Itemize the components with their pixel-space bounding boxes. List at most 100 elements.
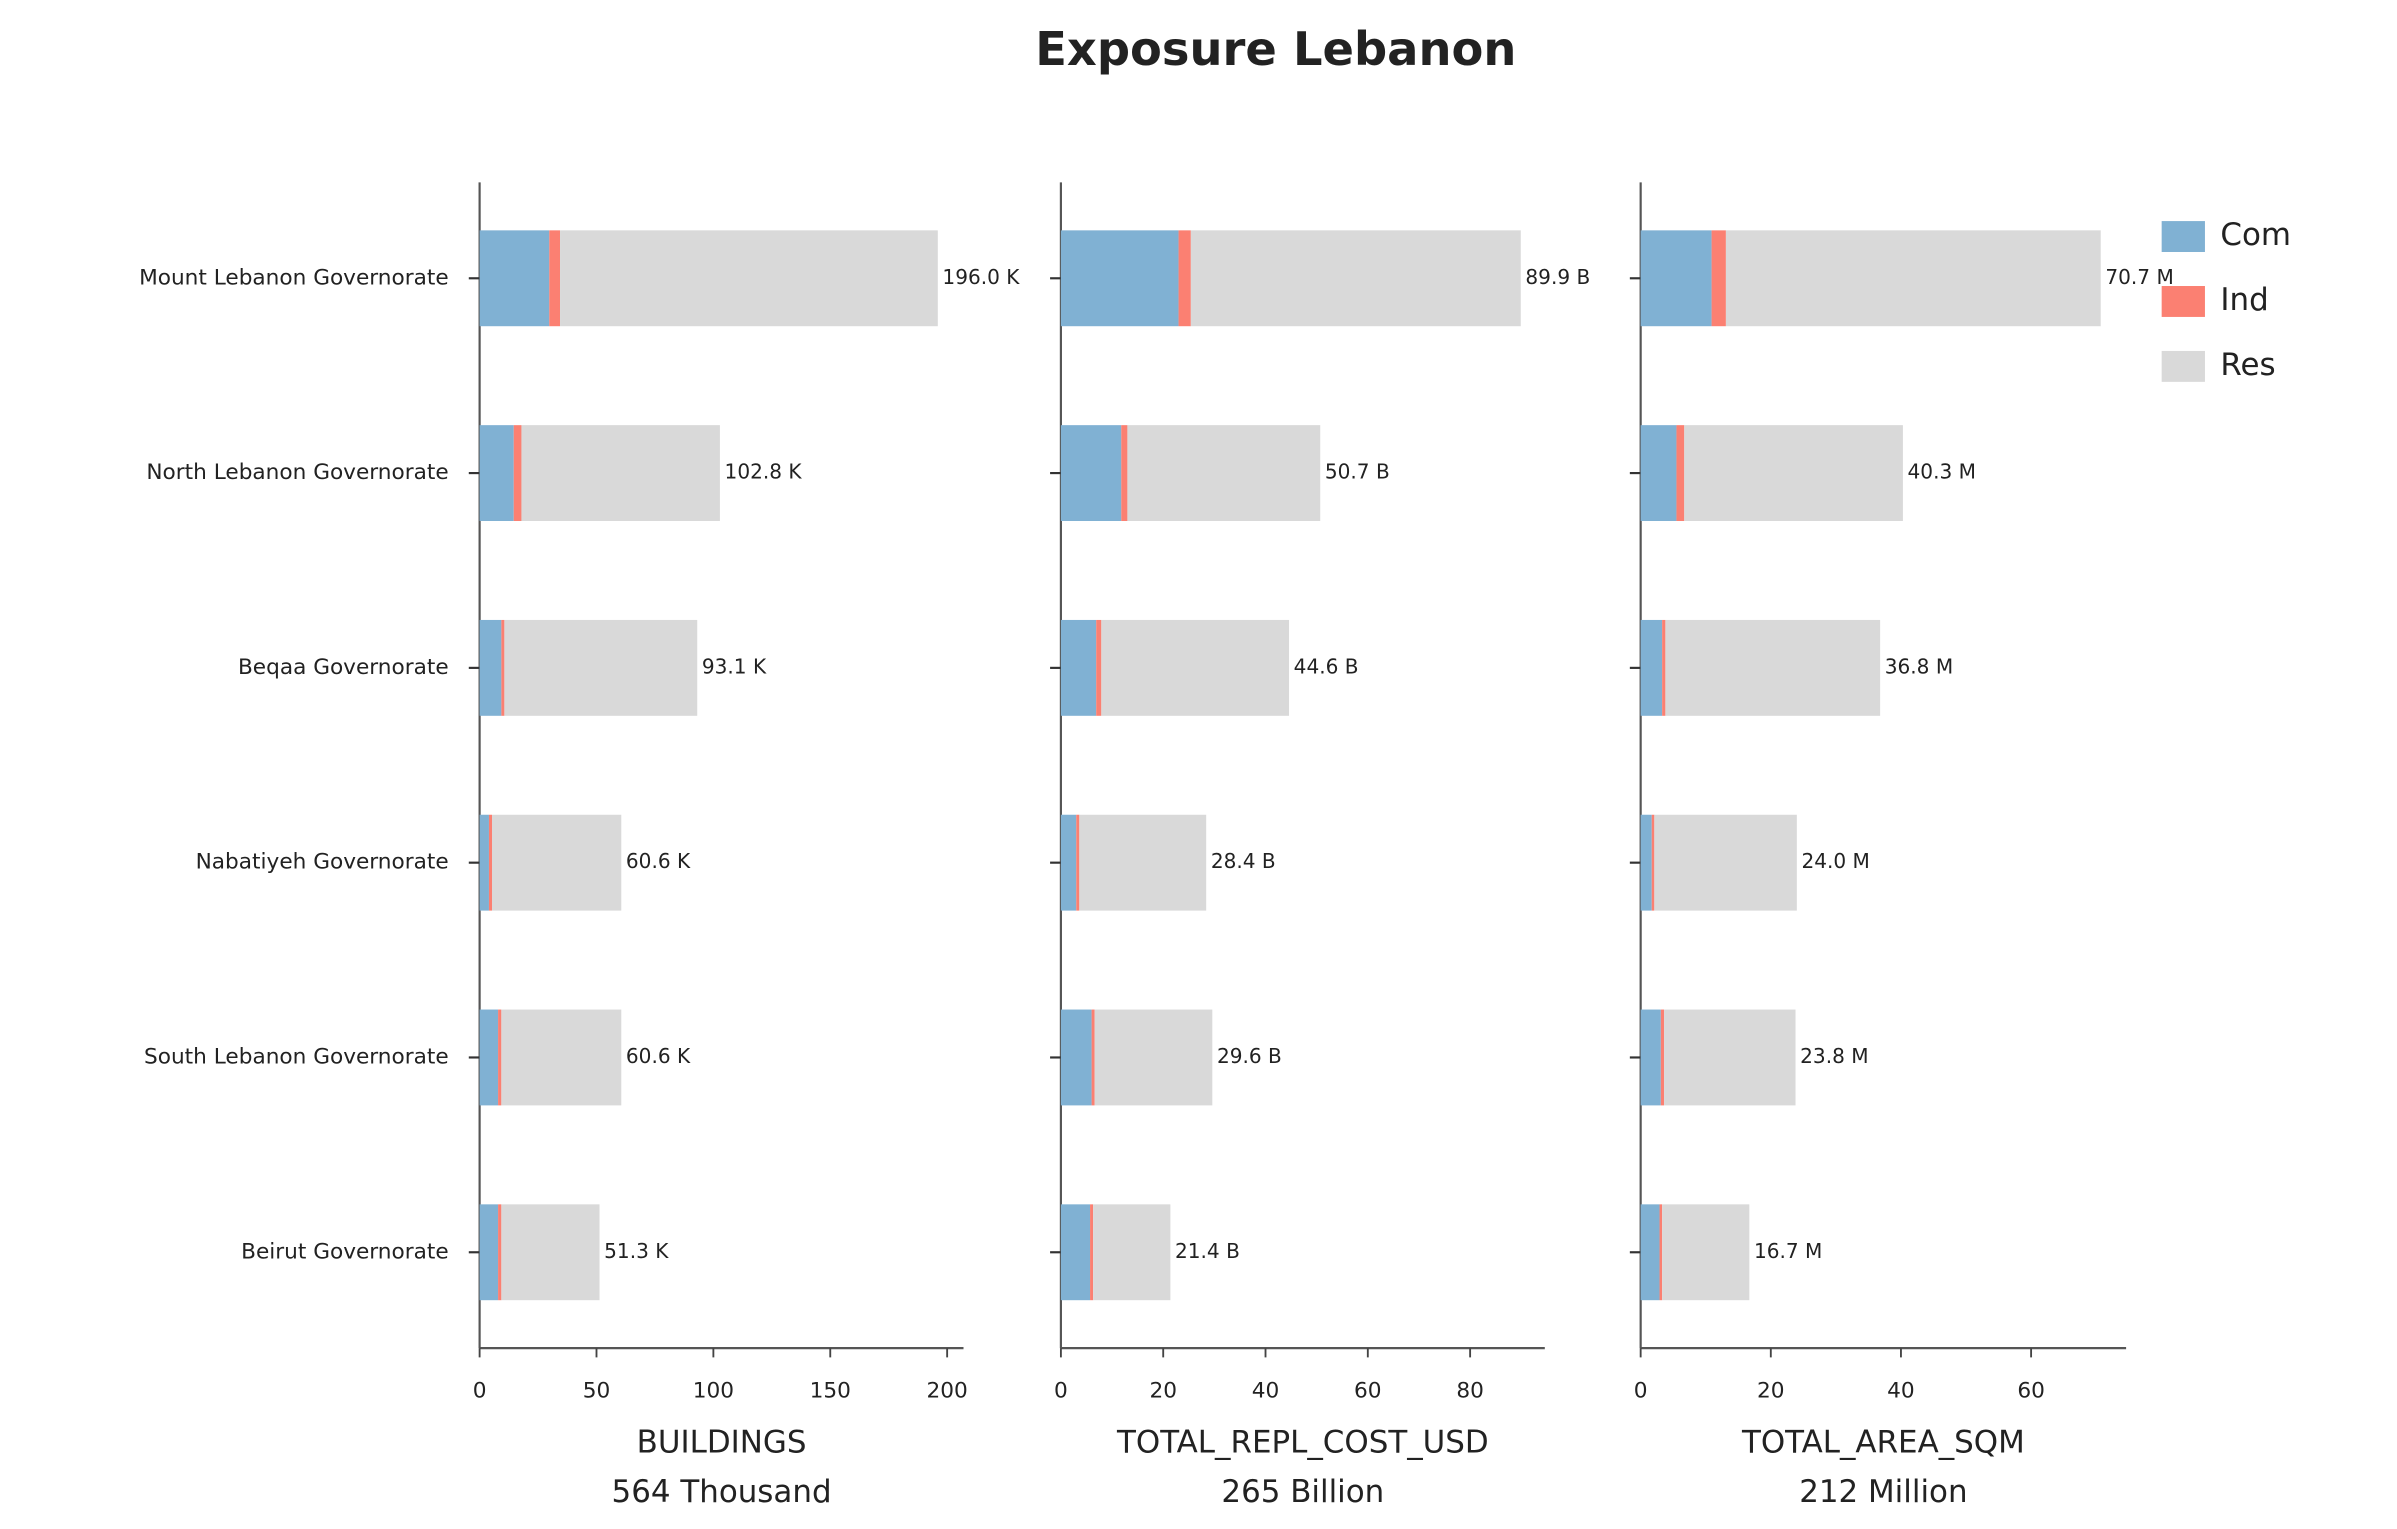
total-label: 102.8 K	[725, 460, 803, 484]
bar-segment	[1664, 1009, 1796, 1106]
bar-segment	[1093, 1204, 1171, 1301]
total-label: 89.9 B	[1525, 265, 1590, 289]
bar-segment	[1076, 814, 1080, 911]
x-axis-label: TOTAL_AREA_SQM	[1741, 1424, 2025, 1460]
x-tick-label: 100	[693, 1378, 734, 1403]
x-axis-sublabel: 564 Thousand	[612, 1474, 832, 1510]
bar-segment	[491, 814, 622, 911]
bar-segment	[1101, 619, 1290, 716]
bar-segment	[1060, 1009, 1092, 1106]
bar-segment	[498, 1009, 502, 1106]
bar-segment	[1060, 619, 1097, 716]
x-tick-label: 20	[1757, 1378, 1785, 1403]
total-label: 16.7 M	[1754, 1239, 1822, 1263]
y-tick-label: Mount Lebanon Governorate	[139, 265, 449, 290]
bar-segment	[1060, 425, 1122, 522]
x-tick-label: 150	[810, 1378, 851, 1403]
x-tick-label: 50	[583, 1378, 611, 1403]
bar-segment	[1651, 814, 1655, 911]
x-tick-label: 0	[1634, 1378, 1648, 1403]
bar-segment	[1640, 1009, 1661, 1106]
bar-segment	[479, 619, 502, 716]
bar-segment	[1178, 230, 1191, 327]
bar-segment	[501, 1204, 600, 1301]
bar-segment	[488, 814, 492, 911]
legend-label: Res	[2220, 347, 2275, 383]
y-tick-label: Nabatiyeh Governorate	[196, 850, 449, 875]
bar-segment	[1640, 814, 1652, 911]
chart-title: Exposure Lebanon	[1035, 22, 1516, 76]
bar-segment	[501, 1009, 622, 1106]
bar-segment	[1711, 230, 1726, 327]
bar-segment	[560, 230, 938, 327]
bar-segment	[1659, 1204, 1663, 1301]
total-label: 36.8 M	[1885, 654, 1953, 678]
total-label: 44.6 B	[1294, 654, 1359, 678]
total-label: 60.6 K	[626, 1044, 691, 1068]
bar-segment	[1060, 814, 1077, 911]
x-tick-label: 40	[1252, 1378, 1280, 1403]
bar-segment	[1684, 425, 1903, 522]
bar-segment	[479, 425, 514, 522]
y-tick-label: South Lebanon Governorate	[144, 1044, 449, 1069]
y-tick-label: Beirut Governorate	[241, 1239, 449, 1264]
legend-swatch	[2161, 221, 2205, 252]
total-label: 60.6 K	[626, 849, 691, 873]
bar-segment	[549, 230, 561, 327]
total-label: 50.7 B	[1325, 460, 1390, 484]
bar-segment	[1091, 1009, 1095, 1106]
bar-segment	[1725, 230, 2101, 327]
bar-segment	[1060, 230, 1179, 327]
x-axis-label: BUILDINGS	[637, 1424, 807, 1460]
bar-segment	[1662, 1204, 1750, 1301]
total-label: 93.1 K	[702, 654, 767, 678]
total-label: 21.4 B	[1175, 1239, 1240, 1263]
bar-segment	[1096, 619, 1102, 716]
x-tick-label: 80	[1456, 1378, 1484, 1403]
x-axis-label: TOTAL_REPL_COST_USD	[1116, 1424, 1489, 1460]
bar-segment	[1660, 1009, 1665, 1106]
total-label: 29.6 B	[1217, 1044, 1282, 1068]
legend-swatch	[2161, 350, 2205, 382]
bar-segment	[1094, 1009, 1213, 1106]
bar-segment	[1640, 425, 1677, 522]
bar-segment	[498, 1204, 502, 1301]
x-tick-label: 60	[1354, 1378, 1382, 1403]
x-tick-label: 40	[1887, 1378, 1915, 1403]
bar-segment	[1079, 814, 1207, 911]
y-tick-label: Beqaa Governorate	[238, 655, 449, 680]
bar-segment	[1190, 230, 1521, 327]
bar-segment	[1121, 425, 1128, 522]
bar-segment	[504, 619, 698, 716]
x-tick-label: 20	[1149, 1378, 1177, 1403]
bar-segment	[1640, 619, 1663, 716]
x-tick-label: 0	[473, 1378, 487, 1403]
total-label: 23.8 M	[1800, 1044, 1868, 1068]
bar-segment	[1090, 1204, 1094, 1301]
total-label: 40.3 M	[1908, 460, 1976, 484]
bar-segment	[1060, 1204, 1091, 1301]
legend-label: Ind	[2220, 282, 2268, 318]
bar-segment	[1676, 425, 1685, 522]
legend-label: Com	[2220, 217, 2291, 253]
bar-segment	[501, 619, 505, 716]
x-axis-sublabel: 212 Million	[1799, 1474, 1967, 1510]
bar-segment	[1127, 425, 1321, 522]
total-label: 51.3 K	[604, 1239, 669, 1263]
bar-segment	[1640, 1204, 1660, 1301]
bar-segment	[1665, 619, 1881, 716]
bar-segment	[479, 814, 489, 911]
legend-swatch	[2161, 286, 2205, 317]
total-label: 70.7 M	[2105, 265, 2173, 289]
bar-segment	[521, 425, 720, 522]
bar-segment	[1640, 230, 1712, 327]
x-tick-label: 60	[2017, 1378, 2045, 1403]
y-tick-label: North Lebanon Governorate	[146, 460, 448, 485]
bar-segment	[1654, 814, 1797, 911]
bar-segment	[479, 1204, 499, 1301]
total-label: 24.0 M	[1801, 849, 1869, 873]
x-tick-label: 0	[1054, 1378, 1068, 1403]
x-tick-label: 200	[927, 1378, 968, 1403]
